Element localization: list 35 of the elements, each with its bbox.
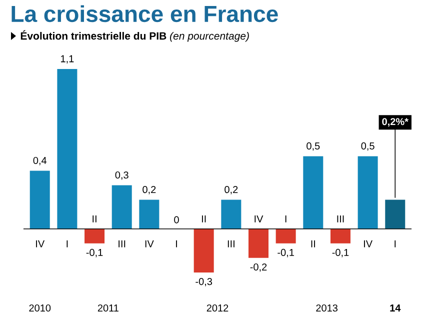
x-tick-label: IV bbox=[145, 240, 154, 248]
text: 14 bbox=[390, 304, 401, 312]
chart-title: La croissance en France bbox=[12, 5, 278, 22]
x-tick-label: IV bbox=[364, 240, 372, 248]
x-tick-label: II bbox=[311, 240, 316, 248]
data-label: -0,2 bbox=[250, 263, 267, 272]
x-tick-label: II bbox=[92, 215, 96, 222]
data-label: 0,5 bbox=[306, 142, 320, 151]
chart-subtitle: Évolution trimestrielle du PIB (en pourcentage) bbox=[20, 30, 249, 42]
data-label: -0,1 bbox=[332, 248, 349, 258]
data-label: 1,1 bbox=[61, 55, 74, 64]
text: 2011 bbox=[98, 304, 118, 312]
x-tick-label: I bbox=[176, 240, 177, 248]
text: 2012 bbox=[206, 304, 228, 312]
data-label: 0,2 bbox=[142, 186, 156, 194]
text: 2013 bbox=[316, 304, 338, 312]
x-tick-label: I bbox=[285, 215, 286, 222]
x-tick-label: IV bbox=[36, 240, 45, 248]
text: 2010 bbox=[29, 304, 51, 312]
data-label: -0,1 bbox=[86, 248, 103, 258]
x-tick-label: IV bbox=[254, 215, 264, 222]
data-label: -0,1 bbox=[278, 248, 294, 258]
data-label: 0 bbox=[174, 216, 179, 224]
data-label: 0,3 bbox=[115, 171, 128, 180]
x-tick-label: II bbox=[202, 215, 206, 222]
data-label: 0,2 bbox=[224, 186, 238, 194]
x-tick-label: III bbox=[228, 240, 234, 248]
x-tick-label: I bbox=[394, 240, 396, 248]
data-label: -0,3 bbox=[196, 278, 212, 286]
x-tick-label: III bbox=[337, 215, 344, 222]
x-tick-label: I bbox=[66, 240, 68, 248]
data-label: 0,5 bbox=[361, 142, 374, 151]
x-tick-label: III bbox=[118, 240, 126, 248]
data-label: 0,4 bbox=[33, 156, 47, 166]
data-label: 0,2%* bbox=[382, 118, 408, 127]
